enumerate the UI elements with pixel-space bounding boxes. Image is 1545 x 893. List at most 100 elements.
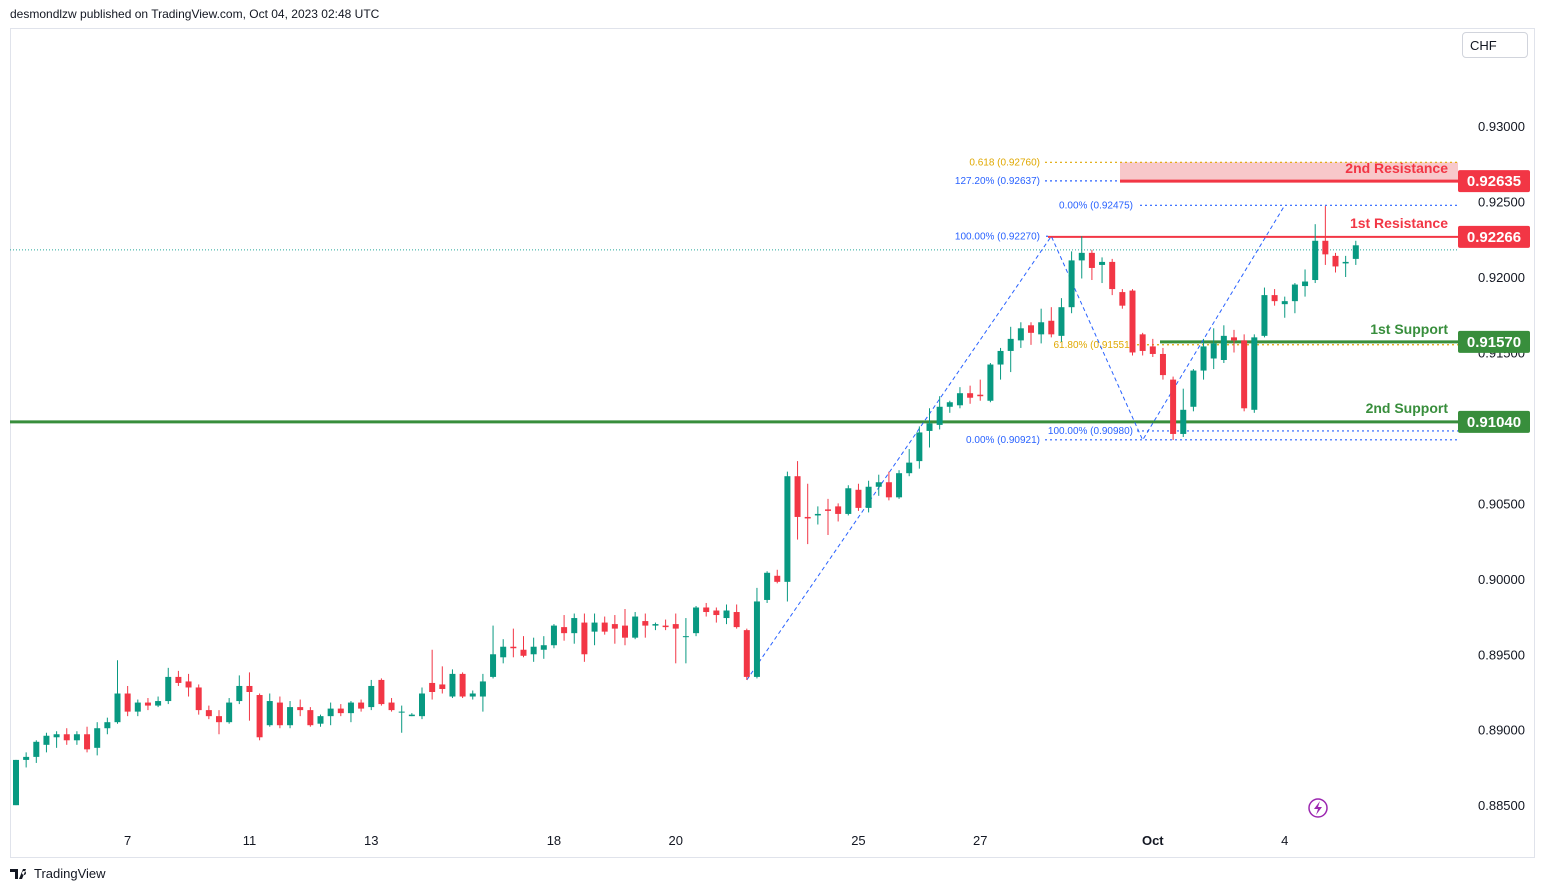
candle-body[interactable] — [439, 684, 446, 689]
candle-body[interactable] — [13, 759, 19, 806]
candle-body[interactable] — [1149, 346, 1156, 354]
candle-body[interactable] — [33, 741, 40, 757]
candle-body[interactable] — [733, 612, 740, 628]
candle-body[interactable] — [84, 734, 91, 750]
candle-body[interactable] — [1017, 328, 1024, 341]
candle-body[interactable] — [23, 756, 30, 760]
candle-body[interactable] — [337, 708, 344, 714]
candle-body[interactable] — [479, 681, 486, 697]
candle-body[interactable] — [1068, 260, 1075, 308]
candle-body[interactable] — [682, 636, 689, 638]
candle-body[interactable] — [449, 673, 456, 697]
candle-body[interactable] — [825, 509, 831, 511]
candle-body[interactable] — [855, 489, 862, 508]
candle-body[interactable] — [155, 701, 162, 706]
candle-body[interactable] — [713, 610, 720, 616]
candle-body[interactable] — [419, 693, 425, 717]
candle-body[interactable] — [550, 625, 557, 646]
candle-body[interactable] — [1322, 240, 1329, 255]
candle-body[interactable] — [997, 350, 1004, 365]
candle-body[interactable] — [1058, 307, 1065, 336]
candle-body[interactable] — [124, 693, 131, 712]
candle-body[interactable] — [388, 702, 395, 711]
candle-body[interactable] — [73, 734, 80, 741]
candle-body[interactable] — [297, 707, 304, 711]
candle-body[interactable] — [347, 702, 354, 714]
candle-body[interactable] — [591, 622, 598, 632]
candle-body[interactable] — [642, 621, 649, 626]
candle-body[interactable] — [896, 473, 903, 498]
candle-body[interactable] — [490, 654, 497, 677]
candle-body[interactable] — [1342, 261, 1349, 264]
candle-body[interactable] — [764, 572, 771, 600]
candle-body[interactable] — [175, 676, 182, 683]
candle-body[interactable] — [144, 702, 151, 706]
candle-body[interactable] — [216, 716, 222, 723]
candle-body[interactable] — [1139, 334, 1146, 351]
candle-body[interactable] — [723, 610, 730, 619]
currency-button[interactable]: CHF — [1462, 32, 1528, 58]
candle-body[interactable] — [1119, 292, 1126, 306]
candle-body[interactable] — [1302, 281, 1309, 287]
candle-body[interactable] — [784, 476, 791, 582]
candle-body[interactable] — [1200, 346, 1207, 371]
candle-body[interactable] — [195, 687, 202, 711]
candle-body[interactable] — [256, 695, 263, 738]
candle-body[interactable] — [1210, 343, 1217, 359]
candle-body[interactable] — [1241, 340, 1248, 409]
candle-body[interactable] — [967, 393, 974, 398]
candle-body[interactable] — [1281, 301, 1288, 305]
candle-body[interactable] — [611, 624, 618, 629]
candle-body[interactable] — [652, 624, 659, 626]
candle-body[interactable] — [520, 649, 527, 656]
candle-body[interactable] — [1048, 320, 1055, 335]
candle-body[interactable] — [1078, 252, 1085, 261]
candle-body[interactable] — [1332, 255, 1339, 267]
candle-body[interactable] — [53, 734, 60, 738]
candle-body[interactable] — [1231, 337, 1237, 341]
candle-body[interactable] — [1007, 338, 1014, 351]
candle-body[interactable] — [1159, 353, 1166, 376]
candle-body[interactable] — [835, 506, 842, 514]
candle-body[interactable] — [581, 622, 588, 655]
candle-body[interactable] — [317, 716, 324, 724]
candle-body[interactable] — [946, 402, 953, 407]
candle-body[interactable] — [510, 646, 517, 649]
candle-body[interactable] — [845, 488, 852, 514]
candle-body[interactable] — [266, 701, 273, 726]
candle-body[interactable] — [469, 693, 476, 697]
candle-body[interactable] — [134, 702, 141, 712]
candle-body[interactable] — [1261, 295, 1268, 336]
candle-body[interactable] — [287, 707, 294, 726]
candle-body[interactable] — [1271, 295, 1278, 302]
candle-body[interactable] — [1190, 370, 1197, 407]
candle-body[interactable] — [885, 482, 892, 498]
candle-body[interactable] — [814, 513, 821, 516]
candle-body[interactable] — [1088, 252, 1095, 268]
candle-body[interactable] — [1038, 322, 1045, 335]
candle-body[interactable] — [500, 646, 507, 658]
candle-body[interactable] — [236, 685, 243, 702]
candle-body[interactable] — [114, 693, 121, 723]
candle-body[interactable] — [672, 624, 679, 629]
candle-body[interactable] — [104, 722, 111, 729]
candle-body[interactable] — [865, 486, 872, 508]
candle-body[interactable] — [693, 607, 700, 634]
candle-body[interactable] — [743, 630, 750, 677]
candle-body[interactable] — [1291, 284, 1298, 302]
candle-body[interactable] — [1220, 335, 1227, 360]
candle-body[interactable] — [571, 618, 578, 634]
candle-body[interactable] — [358, 702, 365, 709]
candle-body[interactable] — [632, 616, 639, 638]
candle-body[interactable] — [1129, 290, 1136, 353]
candle-body[interactable] — [459, 673, 466, 697]
candle-body[interactable] — [601, 622, 608, 632]
candle-body[interactable] — [622, 625, 628, 638]
candle-body[interactable] — [368, 685, 375, 708]
candle-body[interactable] — [1170, 379, 1177, 434]
candle-body[interactable] — [753, 601, 760, 677]
candle-body[interactable] — [307, 710, 314, 726]
candle-body[interactable] — [1109, 261, 1116, 290]
candle-body[interactable] — [804, 516, 811, 519]
candle-body[interactable] — [977, 394, 984, 397]
